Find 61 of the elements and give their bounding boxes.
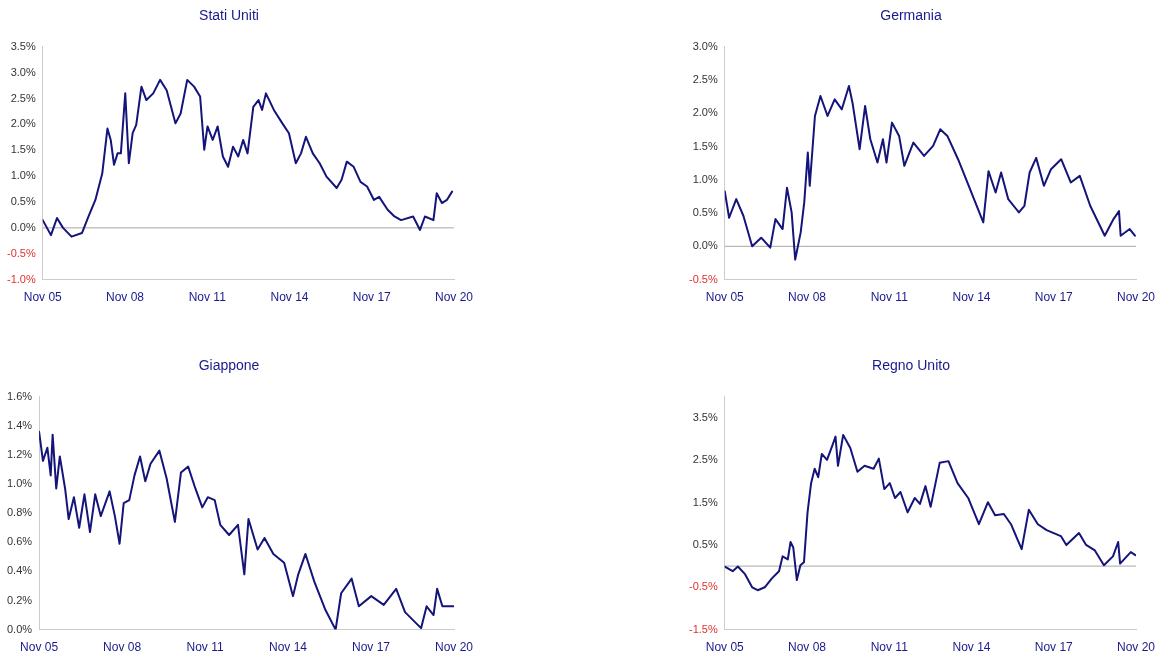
y-tick-label: 0.8% xyxy=(6,506,33,519)
x-tick-label: Nov 17 xyxy=(352,640,391,655)
y-tick-label: 2.0% xyxy=(10,117,36,130)
y-tick-label: -0.5% xyxy=(688,580,718,593)
y-tick-label: 3.5% xyxy=(692,410,718,423)
y-tick-label: 2.0% xyxy=(692,106,718,119)
x-tick-label: Nov 17 xyxy=(1034,290,1074,305)
y-tick-label: 1.6% xyxy=(6,389,33,402)
y-tick-label: 2.5% xyxy=(692,73,718,86)
x-tick-label: Nov 20 xyxy=(434,640,474,655)
y-tick-label: 0.5% xyxy=(692,537,718,550)
chart-title: Giappone xyxy=(198,357,260,374)
y-tick-label: 3.5% xyxy=(10,39,36,52)
y-tick-label: -1.0% xyxy=(6,272,36,285)
x-tick-label: Nov 05 xyxy=(23,290,63,305)
y-tick-label: 1.0% xyxy=(10,169,36,182)
x-tick-label: Nov 05 xyxy=(705,290,745,305)
x-tick-label: Nov 05 xyxy=(705,640,745,655)
y-tick-label: 1.5% xyxy=(692,495,718,508)
x-tick-label: Nov 17 xyxy=(1034,640,1074,655)
y-tick-label: 0.5% xyxy=(692,206,718,219)
y-tick-label: 1.0% xyxy=(692,172,718,185)
y-tick-label: 1.5% xyxy=(692,139,718,152)
x-tick-label: Nov 14 xyxy=(952,640,991,655)
y-tick-label: 0.0% xyxy=(10,220,36,233)
x-tick-label: Nov 20 xyxy=(1116,640,1156,655)
x-tick-label: Nov 17 xyxy=(352,290,392,305)
x-tick-label: Nov 05 xyxy=(20,640,59,655)
x-tick-label: Nov 11 xyxy=(870,640,909,655)
y-tick-label: 1.4% xyxy=(6,418,33,431)
x-tick-label: Nov 11 xyxy=(870,290,909,305)
x-tick-label: Nov 20 xyxy=(434,290,474,305)
y-tick-label: 0.2% xyxy=(6,593,33,606)
x-tick-label: Nov 14 xyxy=(952,290,991,305)
y-tick-label: -0.5% xyxy=(6,246,36,259)
y-tick-label: 0.0% xyxy=(692,239,718,252)
chart-title: Germania xyxy=(880,7,942,24)
y-tick-label: -0.5% xyxy=(688,272,718,285)
y-tick-label: 1.2% xyxy=(6,448,33,461)
chart-title: Regno Unito xyxy=(872,357,951,374)
x-tick-label: Nov 08 xyxy=(103,640,142,655)
x-tick-label: Nov 20 xyxy=(1116,290,1156,305)
y-tick-label: 3.0% xyxy=(692,39,718,52)
y-tick-label: 3.0% xyxy=(10,65,36,78)
y-tick-label: 2.5% xyxy=(10,91,36,104)
x-tick-label: Nov 14 xyxy=(270,290,309,305)
y-tick-label: -1.5% xyxy=(688,622,718,635)
chart-title: Stati Uniti xyxy=(199,7,259,24)
x-tick-label: Nov 14 xyxy=(269,640,308,655)
y-tick-label: 0.6% xyxy=(6,535,33,548)
y-tick-label: 1.5% xyxy=(10,143,36,156)
x-tick-label: Nov 08 xyxy=(787,290,827,305)
x-tick-label: Nov 11 xyxy=(186,640,224,655)
x-tick-label: Nov 08 xyxy=(787,640,827,655)
y-tick-label: 0.0% xyxy=(6,622,33,635)
y-tick-label: 0.4% xyxy=(6,564,33,577)
x-tick-label: Nov 11 xyxy=(188,290,227,305)
y-tick-label: 0.5% xyxy=(10,195,36,208)
y-tick-label: 2.5% xyxy=(692,453,718,466)
x-tick-label: Nov 08 xyxy=(105,290,145,305)
y-tick-label: 1.0% xyxy=(6,477,33,490)
